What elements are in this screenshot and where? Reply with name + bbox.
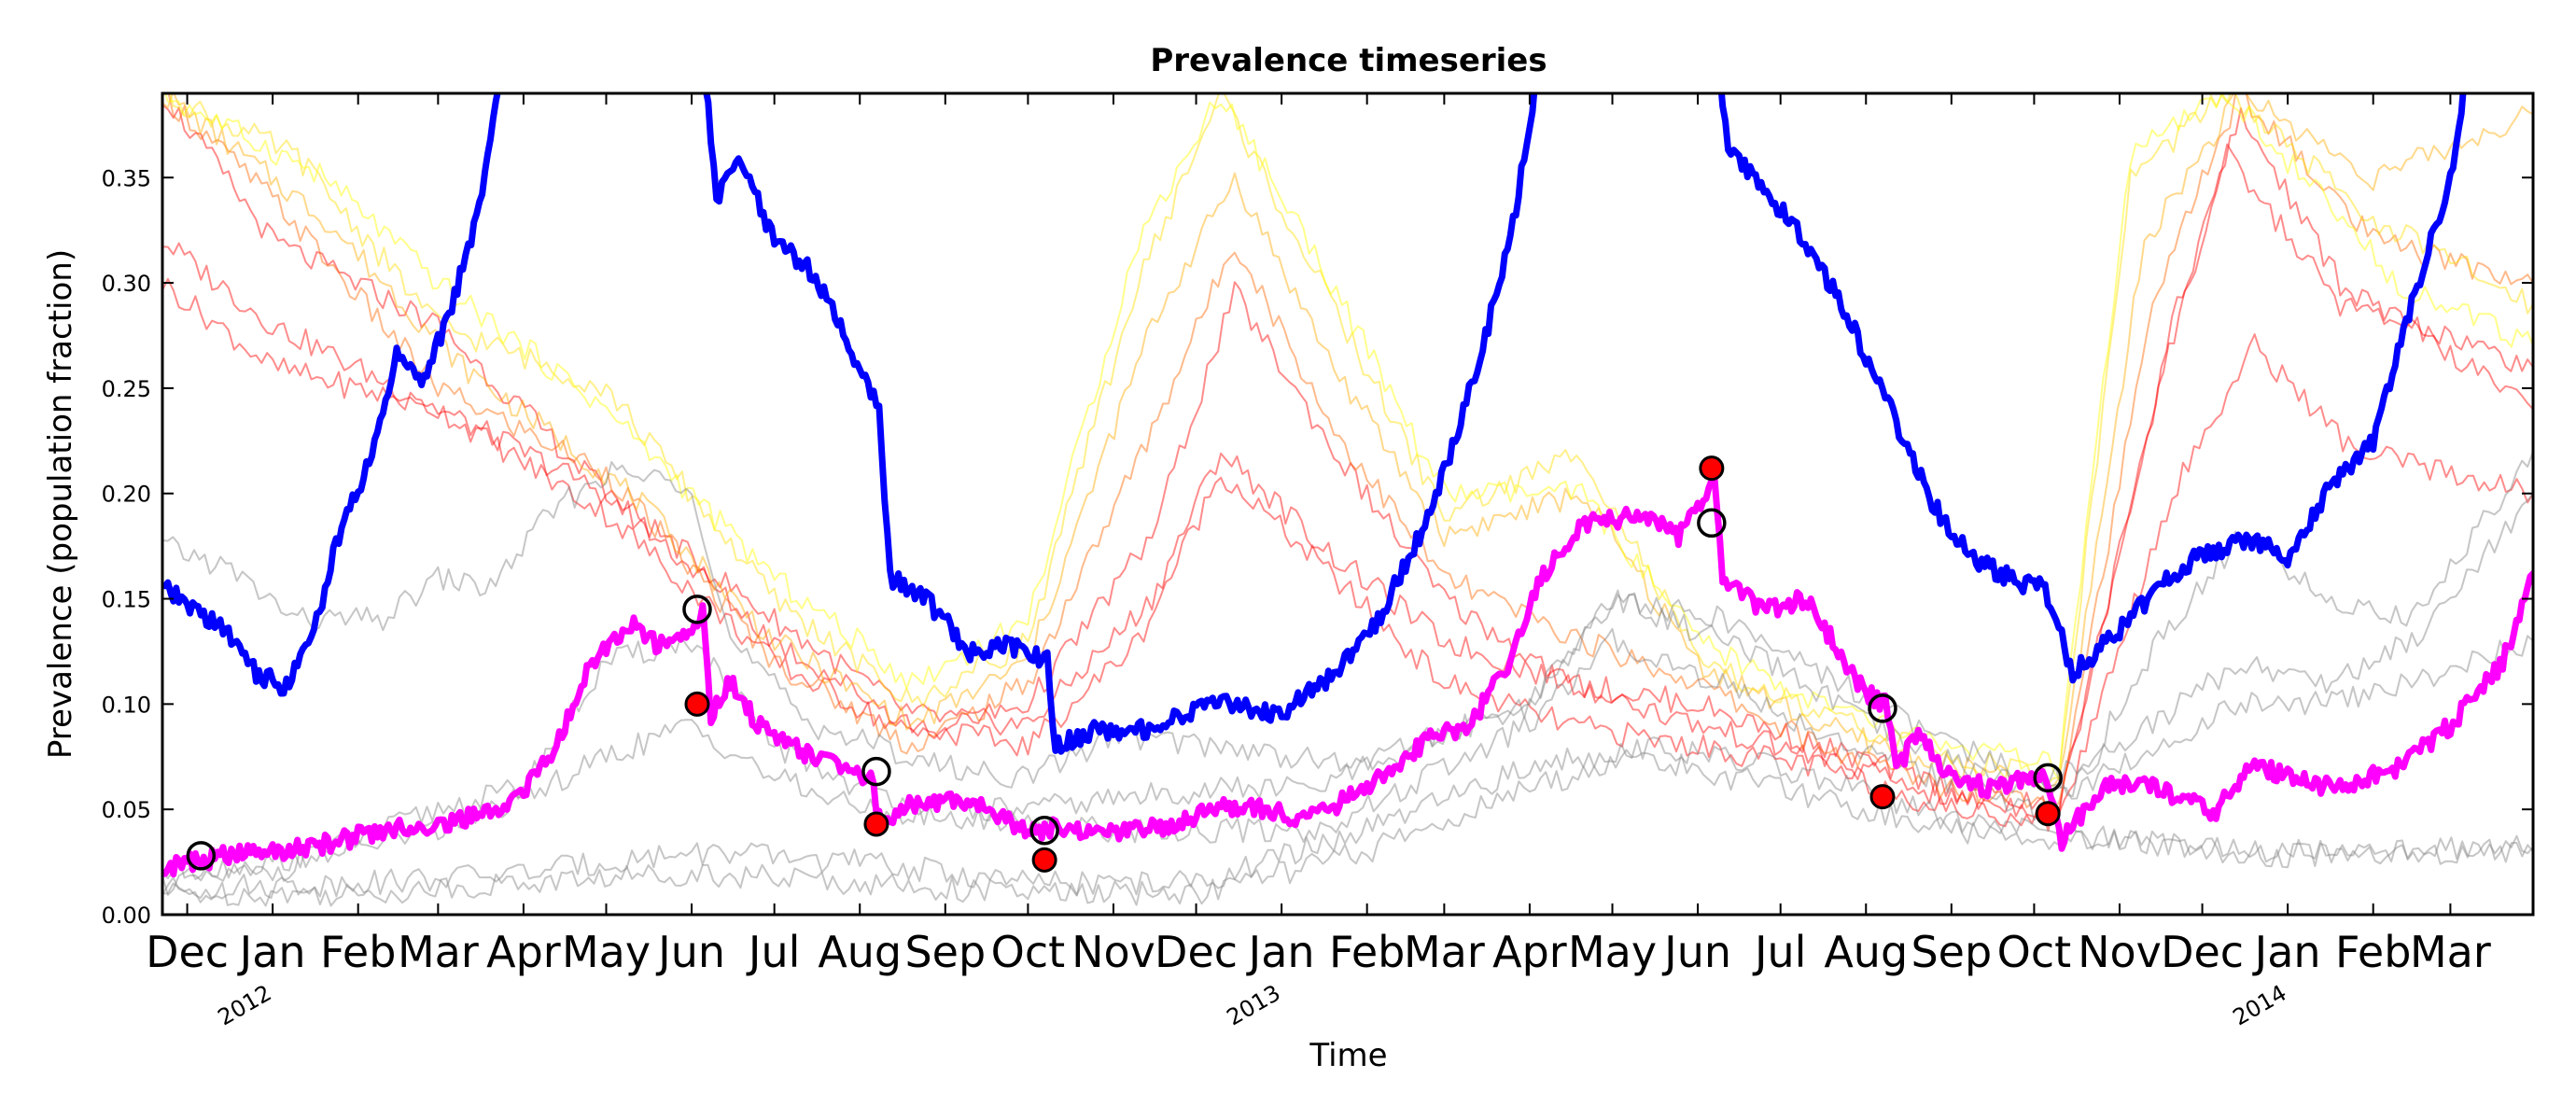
x-tick-label: Jan — [1246, 927, 1315, 977]
open-marker — [682, 595, 712, 624]
ensemble-series-line — [162, 93, 2533, 791]
y-tick-label: 0.10 — [102, 692, 151, 718]
x-tick-label: Apr — [1492, 927, 1567, 977]
x-year-label: 2013 — [1223, 980, 1285, 1031]
x-tick-label: May — [562, 927, 651, 977]
y-axis: 0.00 0.05 0.10 0.15 0.20 0.25 0.30 0.35 — [102, 165, 2533, 929]
open-marker — [1029, 815, 1059, 846]
x-tick-label: Nov — [1071, 927, 1155, 977]
x-tick-label: Feb — [320, 927, 396, 977]
ensemble-series-line — [162, 627, 2533, 882]
ensemble-series-line — [167, 93, 2533, 809]
x-tick-label: Mar — [398, 927, 479, 977]
y-tick-label: 0.00 — [102, 903, 151, 929]
open-marker — [2033, 763, 2063, 793]
x-tick-label: Jun — [1661, 927, 1731, 977]
x-year-label: 2012 — [214, 980, 276, 1031]
y-tick-label: 0.35 — [102, 165, 151, 191]
ensemble-series-line — [162, 736, 2533, 900]
x-tick-label: Feb — [1329, 927, 1405, 977]
y-tick-label: 0.20 — [102, 482, 151, 508]
ensemble-series-line — [162, 93, 2533, 785]
filled-marker — [1031, 847, 1057, 873]
chart-title: Prevalence timeseries — [1150, 42, 1547, 79]
open-marker — [186, 841, 217, 871]
x-tick-label: Nov — [2078, 927, 2162, 977]
filled-marker — [1869, 784, 1896, 810]
x-axis: Dec Jan Feb Mar Apr May Jun Jul Aug Sep Oct Nov Dec J… — [146, 93, 2491, 1030]
x-tick-label: Oct — [991, 927, 1066, 977]
y-tick-label: 0.05 — [102, 797, 151, 823]
x-tick-label: Aug — [1824, 927, 1908, 977]
x-tick-label: Dec — [146, 927, 229, 977]
y-axis-label: Prevalence (population fraction) — [42, 249, 79, 759]
ensemble-series-line — [162, 107, 2533, 819]
x-tick-label: Apr — [486, 927, 561, 977]
x-tick-label: Jul — [746, 927, 801, 977]
filled-marker — [863, 811, 889, 837]
x-tick-label: Jul — [1752, 927, 1807, 977]
x-tick-label: Mar — [2410, 927, 2491, 977]
x-tick-label: Oct — [1997, 927, 2072, 977]
plot-frame — [161, 91, 2535, 917]
y-tick-label: 0.15 — [102, 587, 151, 613]
y-tick-label: 0.25 — [102, 376, 151, 402]
plot-area — [162, 93, 2533, 907]
ensemble-series-line — [162, 143, 2533, 818]
open-marker — [1868, 693, 1897, 723]
x-tick-label: Sep — [1911, 927, 1992, 977]
x-tick-label: Mar — [1404, 927, 1485, 977]
filled-marker — [1699, 455, 1725, 482]
x-tick-label: Feb — [2335, 927, 2411, 977]
ensemble-series-line — [164, 93, 2533, 780]
filled-marker — [684, 691, 710, 717]
ensemble-series-line — [162, 451, 2533, 797]
x-year-label: 2014 — [2229, 980, 2291, 1031]
highlight-series-line — [162, 472, 2533, 878]
y-tick-label: 0.30 — [102, 271, 151, 297]
x-tick-label: Jan — [2252, 927, 2321, 977]
x-tick-label: Sep — [904, 927, 986, 977]
x-tick-label: Aug — [818, 927, 902, 977]
open-marker — [1697, 508, 1727, 539]
x-tick-label: Jan — [237, 927, 306, 977]
x-tick-label: May — [1568, 927, 1657, 977]
x-tick-label: Jun — [655, 927, 725, 977]
x-tick-label: Dec — [2161, 927, 2244, 977]
open-marker — [861, 756, 891, 787]
highlight-series-line — [162, 93, 2467, 755]
filled-marker — [2035, 801, 2061, 827]
x-tick-label: Dec — [1155, 927, 1238, 977]
x-axis-label: Time — [1309, 1037, 1387, 1074]
ensemble-series-line — [162, 749, 2533, 907]
